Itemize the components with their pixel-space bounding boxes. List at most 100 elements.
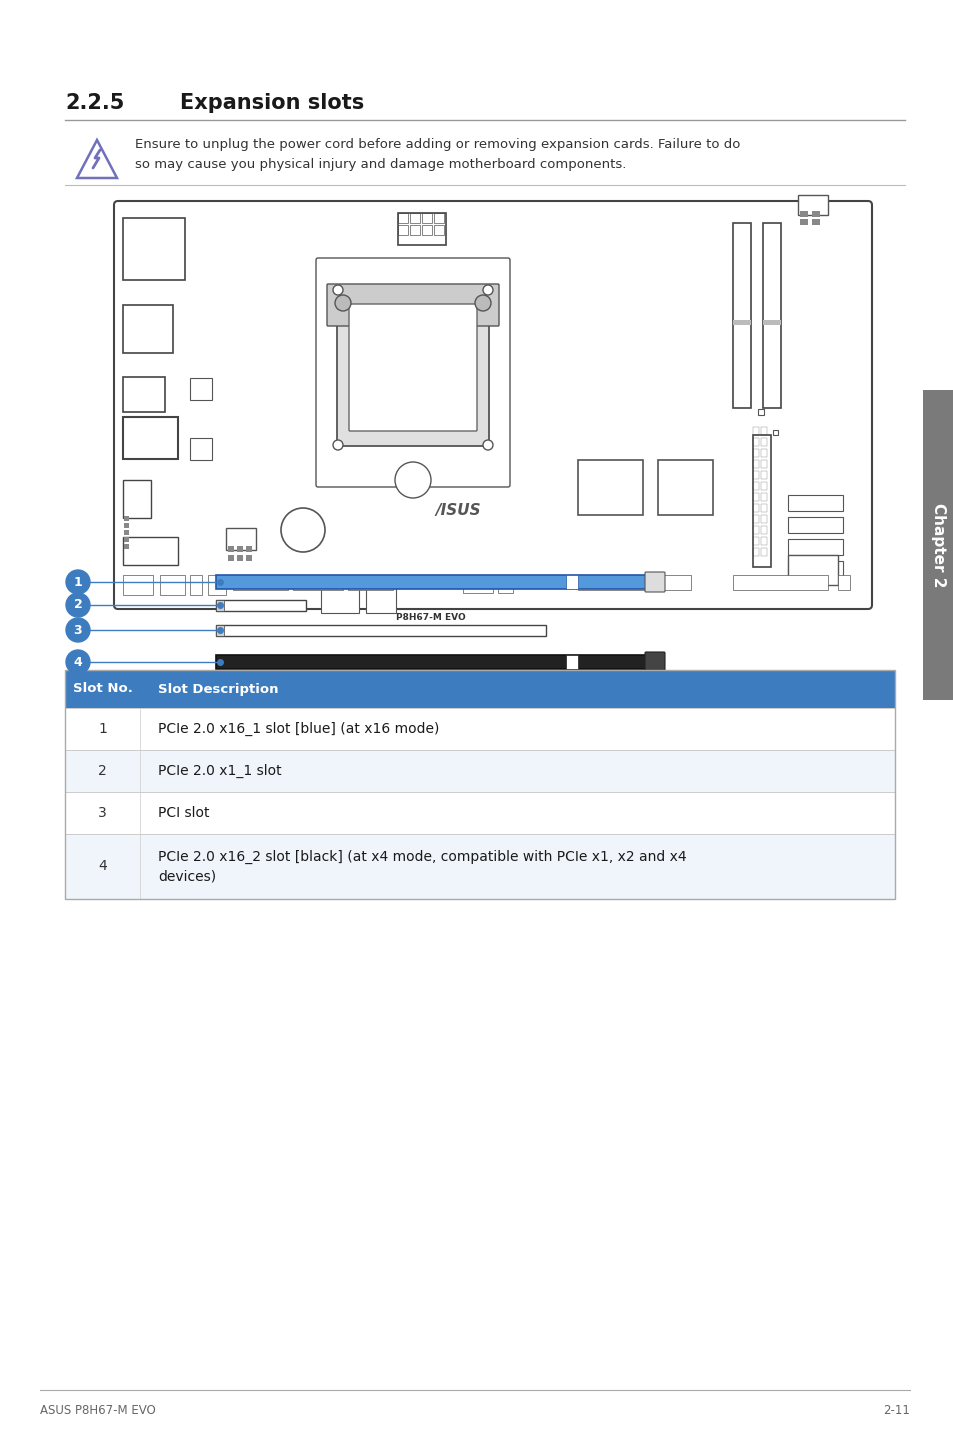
Bar: [410, 224, 419, 234]
Bar: [752, 515, 759, 523]
Bar: [123, 575, 152, 595]
Text: Slot No.: Slot No.: [72, 683, 132, 696]
Bar: [233, 575, 288, 590]
Text: PCIe 2.0 x16_2 slot [black] (at x4 mode, compatible with PCIe x1, x2 and x4
devi: PCIe 2.0 x16_2 slot [black] (at x4 mode,…: [158, 850, 686, 883]
Text: 3: 3: [98, 807, 107, 820]
FancyBboxPatch shape: [113, 201, 871, 610]
Bar: [811, 219, 820, 224]
Text: Ensure to unplug the power cord before adding or removing expansion cards. Failu: Ensure to unplug the power cord before a…: [135, 138, 740, 151]
Bar: [246, 546, 252, 552]
Circle shape: [395, 462, 431, 498]
Bar: [752, 460, 759, 467]
Bar: [123, 417, 178, 459]
FancyBboxPatch shape: [644, 572, 664, 592]
Circle shape: [66, 592, 90, 617]
Bar: [215, 654, 645, 669]
Bar: [366, 585, 395, 613]
Bar: [760, 427, 766, 436]
Bar: [732, 223, 750, 408]
Bar: [662, 575, 690, 590]
Bar: [923, 390, 953, 700]
Bar: [421, 224, 432, 234]
Bar: [215, 626, 545, 636]
Bar: [434, 224, 443, 234]
Circle shape: [475, 295, 491, 311]
Bar: [752, 503, 759, 512]
Bar: [124, 536, 129, 542]
Bar: [752, 427, 759, 436]
Text: 4: 4: [73, 656, 82, 669]
Bar: [578, 460, 642, 515]
Bar: [124, 544, 129, 549]
Bar: [760, 548, 766, 557]
Text: 4: 4: [98, 860, 107, 873]
Bar: [434, 213, 443, 223]
Bar: [215, 600, 224, 611]
Bar: [215, 600, 306, 611]
Bar: [397, 213, 446, 244]
Bar: [752, 472, 759, 479]
Text: 3: 3: [73, 624, 82, 637]
Bar: [658, 460, 712, 515]
FancyBboxPatch shape: [349, 303, 476, 431]
Bar: [215, 626, 224, 636]
Text: PCI slot: PCI slot: [158, 807, 210, 820]
Bar: [787, 495, 842, 510]
Bar: [190, 378, 212, 400]
Bar: [123, 305, 172, 352]
Bar: [752, 526, 759, 533]
Text: /ISUS: /ISUS: [435, 502, 480, 518]
Bar: [752, 493, 759, 500]
Bar: [762, 223, 781, 408]
FancyBboxPatch shape: [644, 651, 664, 672]
Circle shape: [333, 285, 343, 295]
Bar: [228, 546, 233, 552]
Bar: [124, 516, 129, 521]
Bar: [787, 518, 842, 533]
Text: Chapter 2: Chapter 2: [930, 503, 945, 587]
Circle shape: [281, 508, 325, 552]
Bar: [760, 482, 766, 490]
Bar: [752, 436, 770, 567]
Bar: [752, 482, 759, 490]
Text: Expansion slots: Expansion slots: [180, 93, 364, 114]
Bar: [760, 526, 766, 533]
Bar: [752, 449, 759, 457]
Bar: [578, 575, 652, 590]
Bar: [732, 321, 750, 325]
Bar: [190, 575, 202, 595]
Bar: [124, 531, 129, 535]
Bar: [348, 575, 393, 590]
Bar: [760, 439, 766, 446]
Bar: [421, 213, 432, 223]
Text: 2: 2: [73, 598, 82, 611]
Text: 1: 1: [98, 722, 107, 736]
Bar: [228, 555, 233, 561]
Bar: [760, 472, 766, 479]
Bar: [123, 219, 185, 280]
FancyBboxPatch shape: [336, 289, 489, 446]
Circle shape: [335, 295, 351, 311]
Bar: [565, 575, 578, 590]
Bar: [497, 575, 513, 592]
Bar: [293, 575, 343, 590]
Text: ASUS P8H67-M EVO: ASUS P8H67-M EVO: [40, 1403, 155, 1416]
Bar: [65, 792, 894, 834]
Bar: [208, 575, 226, 595]
Bar: [800, 219, 807, 224]
Text: Slot Description: Slot Description: [158, 683, 278, 696]
Bar: [760, 503, 766, 512]
Bar: [215, 575, 645, 590]
Bar: [65, 670, 894, 899]
Bar: [65, 834, 894, 899]
Bar: [787, 555, 837, 585]
Bar: [752, 439, 759, 446]
Bar: [123, 536, 178, 565]
Bar: [787, 539, 842, 555]
Text: so may cause you physical injury and damage motherboard components.: so may cause you physical injury and dam…: [135, 158, 626, 171]
Bar: [760, 493, 766, 500]
Bar: [760, 515, 766, 523]
FancyBboxPatch shape: [315, 257, 510, 487]
Bar: [160, 575, 185, 595]
Text: 2: 2: [98, 764, 107, 778]
